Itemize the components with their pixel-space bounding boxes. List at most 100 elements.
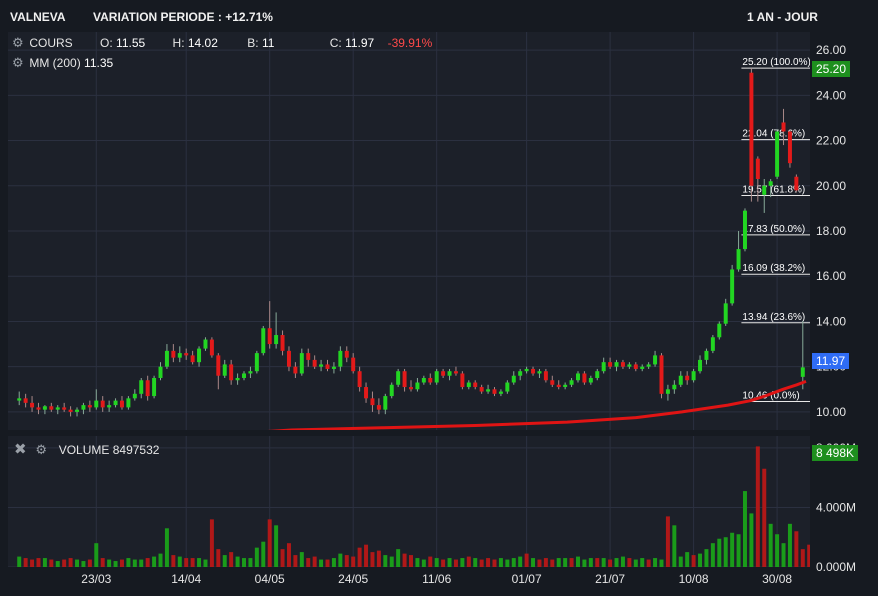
volume-bar	[473, 558, 478, 567]
candle-body	[460, 373, 465, 388]
close-value: 11.97	[345, 36, 375, 50]
y-tick-label: 14.00	[816, 314, 846, 328]
volume-bar	[36, 558, 41, 567]
volume-bar	[633, 559, 638, 567]
volume-bar	[81, 561, 86, 567]
candle-body	[633, 364, 638, 369]
candle-body	[293, 366, 298, 374]
volume-chart-panel[interactable]: ✖ ⚙ VOLUME 8497532	[8, 436, 810, 567]
x-tick-label: 23/03	[81, 572, 111, 586]
volume-value: 8497532	[112, 443, 160, 457]
candle-body	[81, 405, 86, 410]
y-tick-label: 16.00	[816, 269, 846, 283]
gear-icon[interactable]: ⚙	[35, 442, 47, 457]
volume-bar	[23, 558, 28, 567]
candle-body	[505, 382, 510, 392]
volume-bar	[498, 558, 503, 567]
volume-bar	[755, 446, 760, 567]
y-tick-label: 22.00	[816, 134, 846, 148]
candle-body	[17, 398, 22, 401]
candle-body	[274, 335, 279, 345]
candle-body	[119, 400, 124, 408]
volume-bar	[710, 543, 715, 567]
volume-bar	[563, 558, 568, 567]
volume-bar	[203, 559, 208, 567]
volume-bar	[794, 531, 799, 567]
volume-bar	[190, 558, 195, 567]
candle-body	[473, 382, 478, 388]
candle-body	[248, 371, 253, 374]
low-label: B:	[247, 36, 259, 50]
volume-bar	[55, 561, 60, 567]
volume-bar	[723, 537, 728, 567]
candle-body	[68, 409, 73, 412]
volume-bar	[42, 558, 47, 567]
volume-bar	[229, 552, 234, 567]
candle-body	[107, 405, 112, 408]
volume-bar	[807, 544, 810, 567]
volume-bar	[209, 519, 214, 567]
candle-body	[434, 371, 439, 383]
candle-body	[787, 131, 792, 164]
candle-body	[800, 367, 805, 377]
candle-body	[447, 371, 452, 376]
x-tick-label: 01/07	[512, 572, 542, 586]
candle-body	[620, 362, 625, 367]
candle-body	[685, 375, 690, 381]
x-tick-label: 04/05	[255, 572, 285, 586]
fib-label: 17.83 (50.0%)	[742, 224, 805, 235]
last-price-tag: 11.97	[812, 353, 850, 369]
volume-bar	[800, 549, 805, 567]
volume-bar	[576, 556, 580, 567]
candle-body	[254, 353, 259, 372]
candle-body	[524, 368, 529, 372]
candle-body	[344, 350, 349, 358]
volume-bar	[331, 558, 336, 567]
fib-label: 19.57 (61.8%)	[742, 184, 805, 195]
volume-bar	[717, 538, 722, 567]
volume-bar	[730, 532, 735, 567]
candle-body	[184, 353, 189, 356]
gear-icon[interactable]: ⚙	[12, 35, 24, 50]
volume-bar	[370, 552, 375, 567]
x-tick-label: 24/05	[338, 572, 368, 586]
volume-bar	[537, 559, 542, 567]
candle-body	[197, 348, 202, 363]
candle-body	[736, 249, 741, 270]
volume-bar	[261, 541, 266, 567]
volume-bar	[543, 558, 548, 567]
y-tick-label: 26.00	[816, 43, 846, 57]
fib-top-tag: 25.20	[812, 61, 851, 77]
x-tick-label: 14/04	[171, 572, 201, 586]
candle-body	[229, 364, 234, 381]
candle-body	[94, 400, 99, 408]
period-selector[interactable]: 1 AN - JOUR	[747, 10, 818, 24]
candle-body	[441, 371, 446, 376]
volume-bar	[319, 559, 324, 567]
volume-bar	[620, 556, 625, 567]
period-variation: VARIATION PERIODE : +12.71%	[93, 10, 273, 24]
gear-icon[interactable]: ⚙	[12, 55, 24, 70]
volume-bar	[158, 553, 163, 567]
volume-bar	[704, 549, 709, 567]
fib-label: 22.04 (78.6%)	[742, 129, 805, 140]
candle-body	[299, 353, 304, 374]
candle-body	[543, 371, 548, 381]
candle-body	[704, 350, 709, 360]
volume-bar	[466, 556, 471, 567]
candle-body	[36, 407, 41, 410]
price-chart-panel[interactable]: 25.20 (100.0%) 22.04 (78.6%) 19.57 (61.8%)…	[8, 32, 810, 430]
volume-bar	[653, 558, 658, 567]
candle-body	[139, 380, 144, 394]
open-label: O:	[100, 36, 113, 50]
volume-bar	[293, 555, 298, 567]
candle-body	[678, 375, 683, 385]
volume-bar	[678, 556, 683, 567]
candle-body	[498, 391, 503, 394]
volume-bar	[325, 559, 330, 567]
candle-body	[723, 303, 728, 324]
volume-bar	[30, 559, 35, 567]
close-icon[interactable]: ✖	[14, 441, 27, 458]
candle-body	[23, 398, 28, 403]
volume-bar	[505, 559, 510, 567]
